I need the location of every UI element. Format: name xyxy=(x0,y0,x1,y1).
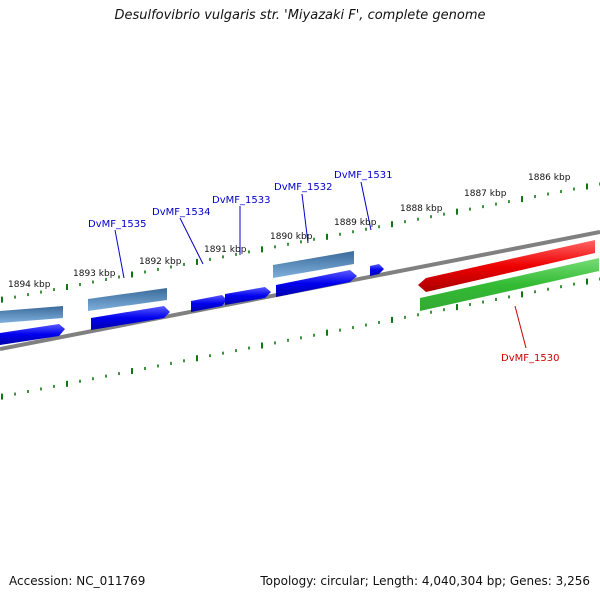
lower-scale-ticks xyxy=(1,277,600,400)
gene-label-dvmf-1535[interactable]: DvMF_1535 xyxy=(88,219,146,230)
leader-line xyxy=(514,305,527,349)
genome-summary-text: Topology: circular; Length: 4,040,304 bp… xyxy=(260,574,590,588)
leader-line xyxy=(301,193,309,244)
gene-label-dvmf-1532[interactable]: DvMF_1532 xyxy=(274,182,332,193)
scale-label: 1894 kbp xyxy=(8,280,51,290)
scale-label: 1886 kbp xyxy=(528,173,571,183)
scale-label: 1889 kbp xyxy=(334,218,377,228)
scale-label: 1892 kbp xyxy=(139,257,182,267)
accession-text: Accession: NC_011769 xyxy=(9,574,146,588)
scale-label: 1891 kbp xyxy=(204,245,247,255)
scale-label: 1893 kbp xyxy=(73,269,116,279)
leader-line xyxy=(360,181,372,231)
leader-line xyxy=(179,217,204,265)
cds-arrow[interactable] xyxy=(276,270,357,297)
scale-label: 1888 kbp xyxy=(400,204,443,214)
cds-arrow[interactable] xyxy=(370,264,384,276)
gene-label-dvmf-1530[interactable]: DvMF_1530 xyxy=(501,353,559,364)
cds-arrow[interactable] xyxy=(191,295,227,312)
feature-green[interactable] xyxy=(420,258,599,311)
feature-bar[interactable] xyxy=(273,251,354,278)
cds-arrow[interactable] xyxy=(0,324,65,345)
cds-arrow[interactable] xyxy=(225,287,271,305)
gene-label-dvmf-1534[interactable]: DvMF_1534 xyxy=(152,207,210,218)
cds-arrow[interactable] xyxy=(91,306,170,330)
map-title: Desulfovibrio vulgaris str. 'Miyazaki F'… xyxy=(114,8,486,23)
cds-arrow-reverse[interactable] xyxy=(418,240,595,292)
scale-label: 1890 kbp xyxy=(270,232,313,242)
feature-bar[interactable] xyxy=(0,306,63,323)
gene-label-dvmf-1533[interactable]: DvMF_1533 xyxy=(212,195,270,206)
feature-bar[interactable] xyxy=(88,288,167,311)
upper-scale-ticks xyxy=(1,182,600,303)
scale-label: 1887 kbp xyxy=(464,189,507,199)
leader-line xyxy=(114,229,125,279)
gene-label-dvmf-1531[interactable]: DvMF_1531 xyxy=(334,170,392,181)
